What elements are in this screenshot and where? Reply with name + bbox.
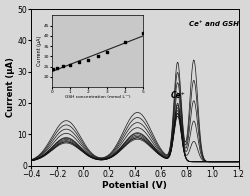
Y-axis label: Current (μA): Current (μA) bbox=[6, 57, 15, 117]
Text: Ce⁺ and GSH: Ce⁺ and GSH bbox=[189, 21, 239, 27]
Text: Ce⁺: Ce⁺ bbox=[171, 91, 186, 100]
X-axis label: Potential (V): Potential (V) bbox=[102, 181, 167, 191]
